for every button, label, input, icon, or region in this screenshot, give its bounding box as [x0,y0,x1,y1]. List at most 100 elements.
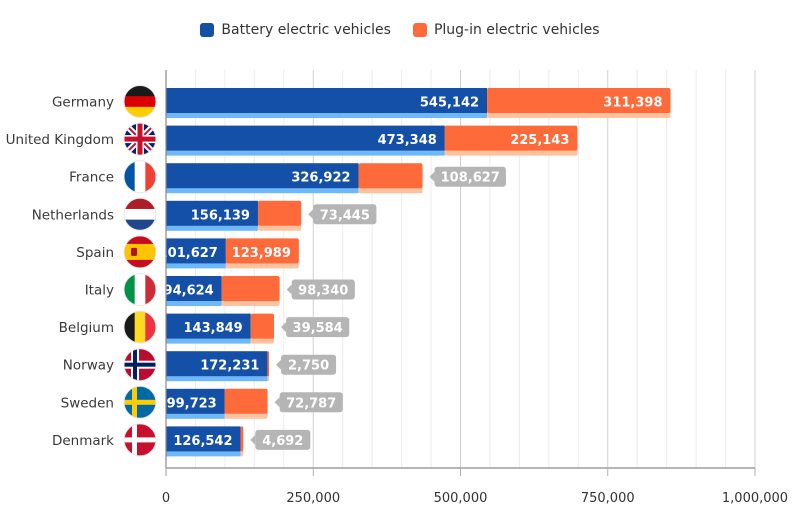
callout-box [255,429,311,450]
bar-phev [250,313,275,339]
flag-border [123,197,157,231]
callout-pointer [274,397,280,408]
legend-item-bev[interactable]: Battery electric vehicles [200,22,391,40]
bar-phev [224,388,268,414]
flag-border [123,310,157,344]
callout-box [291,279,355,300]
x-axis: 0 250,000 500,000 750,000 1,000,000 [162,70,788,506]
data-label-phev: 72,787 [286,396,336,411]
bar-shadow-bev [166,299,222,306]
flag-netherlands-icon [123,197,157,231]
flag-band [134,311,146,344]
bar-phev [240,426,244,452]
flag-band [124,106,156,118]
category-label: United Kingdom [6,132,114,148]
data-callout-phev: 39,584 [281,317,350,338]
flag-band [124,136,156,142]
bar-shadow-bev [166,223,258,231]
flag-border [123,273,157,306]
x-tick-label: 0 [162,491,170,506]
x-tick-label: 250,000 [286,491,340,506]
data-label-bev: 473,348 [378,133,437,148]
data-label-phev: 311,398 [603,96,662,111]
bar-bev [166,276,222,301]
bar-bev [166,88,488,113]
bar-shadow-bev [166,148,445,156]
callout-pointer [429,171,435,182]
chart-legend: Battery electric vehicles Plug-in electr… [0,22,800,40]
callout-pointer [286,284,292,295]
data-label-phev: 2,750 [288,359,329,374]
flag-band [145,273,156,306]
callout-box [313,204,377,225]
flag-band [145,160,156,193]
flag-band [124,219,156,231]
flag-border [123,160,157,194]
bar-row-norway: 172,231 2,750 [166,351,337,382]
data-callout-phev: 4,692 [250,429,311,450]
bar-bev [166,313,251,339]
bar-shadow-bev [166,449,241,457]
flag-border [123,348,157,382]
flag-fill [124,198,156,231]
data-label-phev: 73,445 [320,208,370,223]
flag-sweden-icon [123,385,157,419]
data-label-bev: 545,142 [420,96,479,111]
legend-label-bev: Battery electric vehicles [221,22,391,38]
flag-france-icon [123,160,157,194]
flag-fill [124,235,156,268]
callout-box [281,354,337,375]
bar-bev [166,426,241,452]
data-label-bev: 94,624 [164,284,214,299]
flags [123,85,157,457]
data-callout-phev: 108,627 [429,166,506,187]
data-label-bev: 99,723 [167,396,217,411]
category-label: Sweden [61,395,114,411]
bar-row-spain: 101,627 123,989 [159,238,299,269]
bar-row-denmark: 126,542 4,692 [166,426,311,457]
bar-row-belgium: 143,849 39,584 [166,313,350,344]
flag-italy-icon [123,273,157,306]
flag-band [124,362,156,367]
flag-fill [124,160,156,193]
legend-item-phev[interactable]: Plug-in electric vehicles [412,22,600,40]
bar-row-netherlands: 156,139 73,445 [166,200,377,231]
data-label-bev: 143,849 [184,321,243,336]
x-tick-label: 1,000,000 [722,491,788,506]
flag-fill [124,348,156,381]
bar-row-sweden: 99,723 72,787 [166,388,343,419]
flag-fill [124,85,156,118]
bar-bev [166,125,445,151]
bar-shadow-bev [166,186,359,194]
flag-band [124,273,136,306]
flag-band [145,311,156,344]
data-label-phev: 225,143 [510,133,569,148]
data-label-bev: 126,542 [173,434,232,449]
category-labels: Germany United Kingdom France Netherlands Sp… [6,95,115,449]
callout-pointer [276,359,282,370]
category-label: Germany [52,95,114,111]
flag-germany-icon [123,85,157,118]
data-callout-phev: 2,750 [276,354,337,375]
callout-box [434,166,506,187]
callout-box [286,317,350,338]
bar-phev [444,125,578,151]
bar-row-germany: 545,142 311,398 [166,88,671,118]
bar-row-united-kingdom: 473,348 225,143 [166,125,578,156]
flag-border [123,385,157,419]
flag-band [124,243,156,260]
flag-band [124,160,136,193]
bar-phev [267,351,270,377]
flag-band [124,208,156,221]
data-label-bev: 326,922 [291,171,350,186]
bar-shadow-bev [166,411,225,419]
category-label: Netherlands [32,207,114,223]
flag-border [123,235,157,269]
x-tick-label: 750,000 [581,491,635,506]
flag-border [123,122,157,156]
bar-shadow-bev [166,111,488,118]
x-tick-label: 500,000 [434,491,488,506]
callout-pointer [250,434,256,445]
callout-box [279,392,343,413]
